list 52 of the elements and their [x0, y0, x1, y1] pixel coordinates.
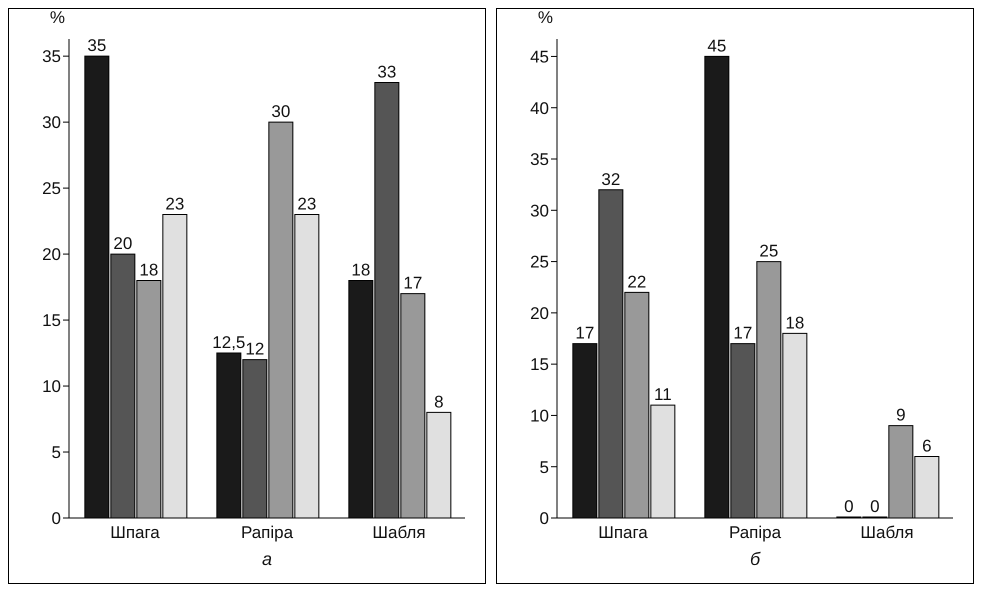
- y-axis-title: %: [538, 8, 553, 28]
- data-label: 35: [87, 36, 106, 56]
- y-tick-label: 20: [530, 304, 549, 323]
- data-label: 18: [351, 260, 370, 280]
- y-tick-label: 5: [540, 458, 549, 477]
- x-axis-title: а: [262, 549, 272, 569]
- y-tick-label: 40: [530, 98, 549, 118]
- y-tick-label: 25: [530, 252, 549, 272]
- x-tick-label: Рапіра: [240, 523, 294, 542]
- y-tick-label: 10: [530, 406, 549, 426]
- data-label: 25: [759, 242, 778, 261]
- data-label: 12: [245, 340, 264, 359]
- y-tick-label: 10: [42, 377, 61, 396]
- data-label: 11: [654, 385, 672, 404]
- y-tick-label: 25: [42, 179, 61, 198]
- y-tick-label: 35: [530, 150, 549, 170]
- y-tick-label: 0: [540, 509, 549, 528]
- data-label: 8: [434, 392, 444, 412]
- y-tick-label: 45: [530, 47, 549, 66]
- data-label: 0: [844, 497, 854, 516]
- data-label: 23: [165, 194, 184, 214]
- data-label: 12,5: [212, 333, 246, 352]
- y-axis-title: %: [50, 8, 65, 28]
- data-label: 45: [707, 36, 726, 56]
- data-label: 18: [139, 260, 158, 280]
- x-axis-title: б: [750, 549, 761, 569]
- x-tick-label: Шпага: [598, 523, 648, 542]
- data-label: 9: [896, 406, 906, 425]
- data-label: 33: [377, 62, 396, 82]
- y-tick-label: 15: [42, 311, 61, 330]
- y-tick-label: 30: [42, 113, 61, 132]
- y-tick-label: 20: [42, 245, 61, 264]
- data-label: 32: [601, 170, 620, 189]
- data-label: 17: [575, 324, 594, 343]
- x-tick-label: Шабля: [372, 523, 426, 542]
- data-label: 6: [922, 436, 932, 456]
- y-tick-label: 35: [42, 47, 61, 66]
- y-tick-label: 0: [52, 509, 61, 528]
- data-label: 23: [297, 194, 316, 214]
- x-tick-label: Рапіра: [728, 523, 782, 542]
- y-tick-label: 15: [530, 355, 549, 374]
- data-label: 17: [403, 274, 422, 293]
- data-label: 20: [113, 234, 132, 254]
- data-label: 17: [733, 324, 752, 343]
- y-tick-label: 30: [530, 201, 549, 220]
- data-label: 22: [627, 272, 646, 292]
- data-label: 18: [785, 313, 804, 332]
- y-tick-label: 5: [52, 443, 61, 462]
- x-tick-label: Шабля: [860, 523, 914, 542]
- data-label: 0: [870, 497, 880, 516]
- x-tick-label: Шпага: [110, 523, 160, 542]
- data-label: 30: [271, 102, 290, 122]
